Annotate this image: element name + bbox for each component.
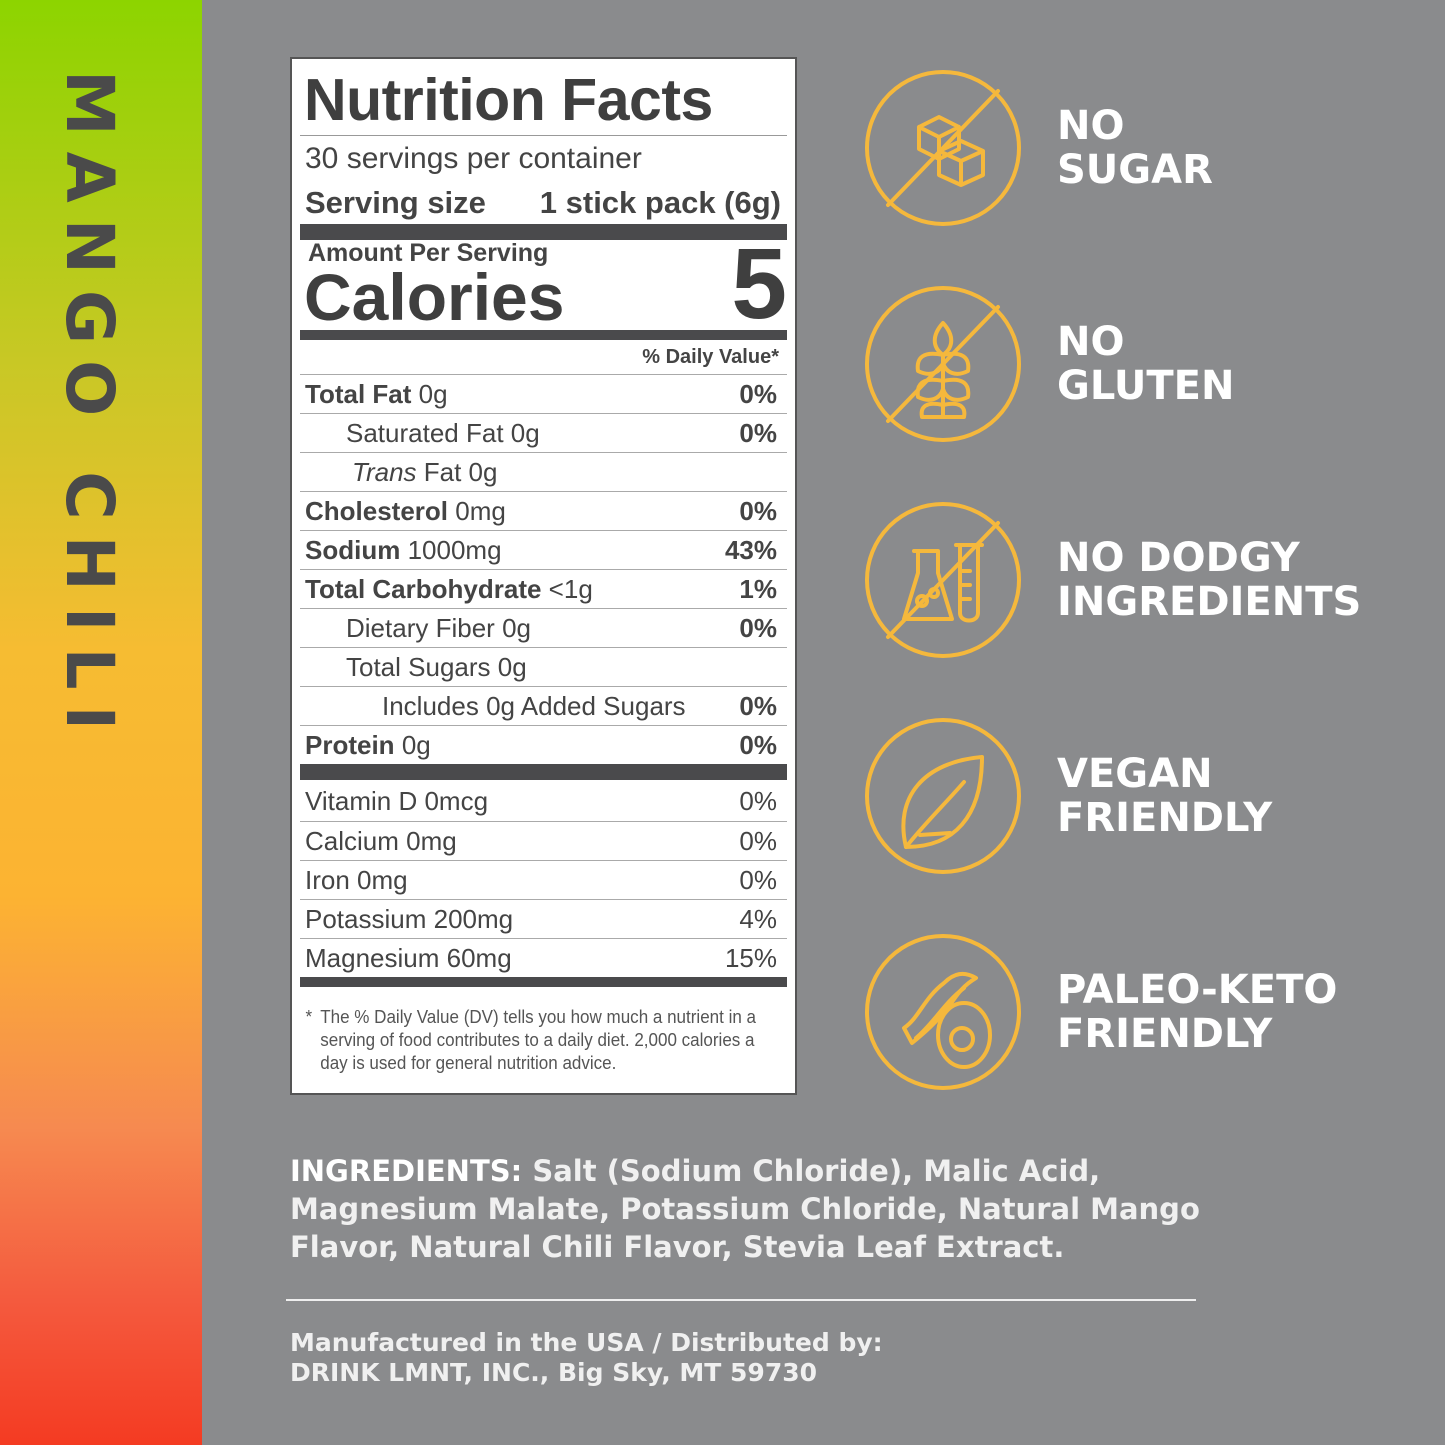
divider [300, 224, 787, 240]
bacon-avocado-icon [865, 934, 1021, 1090]
vitamin-daily-value: 0% [739, 786, 777, 816]
nutrient-name: Total Carbohydrate [305, 574, 542, 604]
nutrient-name: Sodium [305, 535, 401, 565]
claim-badge: PALEO-KETO FRIENDLY [864, 933, 1337, 1091]
serving-size: Serving size 1 stick pack (6g) [305, 185, 781, 220]
nutrient-row: Total Fat 0g 0% [300, 374, 787, 413]
servings-per-container: 30 servings per container [305, 142, 642, 175]
vitamin-daily-value: 4% [739, 904, 777, 934]
nutrient-row: Protein 0g 0% [300, 725, 787, 764]
nutrient-daily-value: 0% [739, 730, 777, 760]
nutrient-amount: 1000mg [407, 535, 502, 565]
flavor-color-stripe [0, 0, 202, 1445]
leaf-icon [865, 718, 1021, 874]
manufacturer-info: Manufactured in the USA / Distributed by… [290, 1328, 883, 1387]
nutrient-name: Total Sugars [346, 652, 491, 682]
nutrient-amount: 0g [502, 613, 531, 643]
claim-text: NO DODGY INGREDIENTS [1057, 535, 1362, 625]
divider [286, 1299, 1196, 1301]
vitamin-name: Vitamin D 0mcg [305, 786, 489, 816]
nutrient-amount: Fat 0g [423, 457, 498, 487]
vitamin-daily-value: 0% [739, 826, 777, 856]
claim-text: VEGAN FRIENDLY [1057, 751, 1273, 841]
nutrient-name: Cholesterol [305, 496, 449, 526]
nutrient-row: Cholesterol 0mg 0% [300, 491, 787, 530]
vitamin-daily-value: 15% [724, 943, 777, 973]
vitamin-name: Magnesium 60mg [305, 943, 512, 973]
claim-badge: NO GLUTEN [864, 285, 1234, 443]
calories-value: 5 [731, 228, 787, 340]
calories-row: Amount Per Serving Calories 5 [300, 228, 787, 340]
nutrient-daily-value: 43% [724, 535, 777, 565]
nutrient-name: Total Fat [305, 379, 412, 409]
vitamin-name: Calcium 0mg [305, 826, 457, 856]
nutrient-row: Dietary Fiber 0g 0% [300, 608, 787, 647]
ingredients: INGREDIENTS: Salt (Sodium Chloride), Mal… [290, 1154, 1200, 1264]
vitamin-name: Potassium 200mg [305, 904, 514, 934]
nutrient-row: Includes 0g Added Sugars 0% [300, 686, 787, 725]
nutrient-amount: 0g [510, 418, 540, 448]
nutrient-daily-value: 0% [739, 418, 777, 448]
nutrient-name: Trans [352, 457, 417, 487]
nutrient-name: Saturated Fat [346, 418, 504, 448]
nutrient-row: Total Carbohydrate <1g 1% [300, 569, 787, 608]
calories-label: Calories [304, 260, 565, 334]
nutrient-amount: <1g [548, 574, 593, 604]
claim-text: NO SUGAR [1057, 103, 1213, 193]
nutrient-amount: 0mg [455, 496, 506, 526]
nutrient-amount: 0g [401, 730, 431, 760]
daily-value-header: % Daily Value* [642, 346, 779, 368]
vitamin-daily-value: 0% [739, 865, 777, 895]
vitamin-row: Calcium 0mg 0% [300, 821, 787, 860]
claim-badge: NO DODGY INGREDIENTS [864, 501, 1361, 659]
label-title: Nutrition Facts [304, 67, 713, 133]
nutrient-daily-value: 0% [739, 496, 777, 526]
vitamin-row: Iron 0mg 0% [300, 860, 787, 899]
nutrient-row: Trans Fat 0g [300, 452, 787, 491]
no-wheat-icon [865, 286, 1021, 442]
nutrient-name: Dietary Fiber [346, 613, 495, 643]
vitamin-row: Potassium 200mg 4% [300, 899, 787, 938]
nutrient-name: Includes 0g Added Sugars [382, 691, 686, 721]
nutrient-row: Sodium 1000mg 43% [300, 530, 787, 569]
nutrient-amount: 0g [418, 379, 448, 409]
amount-per-serving: Amount Per Serving [308, 239, 549, 267]
vitamin-row: Magnesium 60mg 15% [300, 938, 787, 977]
nutrient-row: Total Sugars 0g [300, 647, 787, 686]
no-sugar-cubes-icon [865, 70, 1021, 226]
claim-text: PALEO-KETO FRIENDLY [1057, 967, 1338, 1057]
nutrient-row: Saturated Fat 0g 0% [300, 413, 787, 452]
claim-text: NO GLUTEN [1057, 319, 1235, 409]
divider [300, 764, 787, 780]
vitamin-name: Iron 0mg [305, 865, 408, 895]
nutrient-daily-value: 0% [739, 691, 777, 721]
nutrition-facts-label: Nutrition Facts 30 servings per containe… [290, 57, 797, 1095]
nutrient-daily-value: 1% [739, 574, 777, 604]
nutrient-daily-value: 0% [739, 379, 777, 409]
vitamin-row: Vitamin D 0mcg 0% [300, 782, 787, 821]
divider [300, 330, 787, 340]
nutrient-amount: 0g [497, 652, 527, 682]
claim-badge: VEGAN FRIENDLY [864, 717, 1272, 875]
divider [300, 977, 787, 987]
footnote: * The % Daily Value (DV) tells you how mu… [305, 1006, 757, 1073]
nutrient-daily-value: 0% [739, 613, 777, 643]
nutrient-name: Protein [305, 730, 395, 760]
no-lab-flask-icon [865, 502, 1021, 658]
claim-badge: NO SUGAR [864, 69, 1213, 227]
flavor-name: MANGO CHILI [51, 70, 128, 747]
